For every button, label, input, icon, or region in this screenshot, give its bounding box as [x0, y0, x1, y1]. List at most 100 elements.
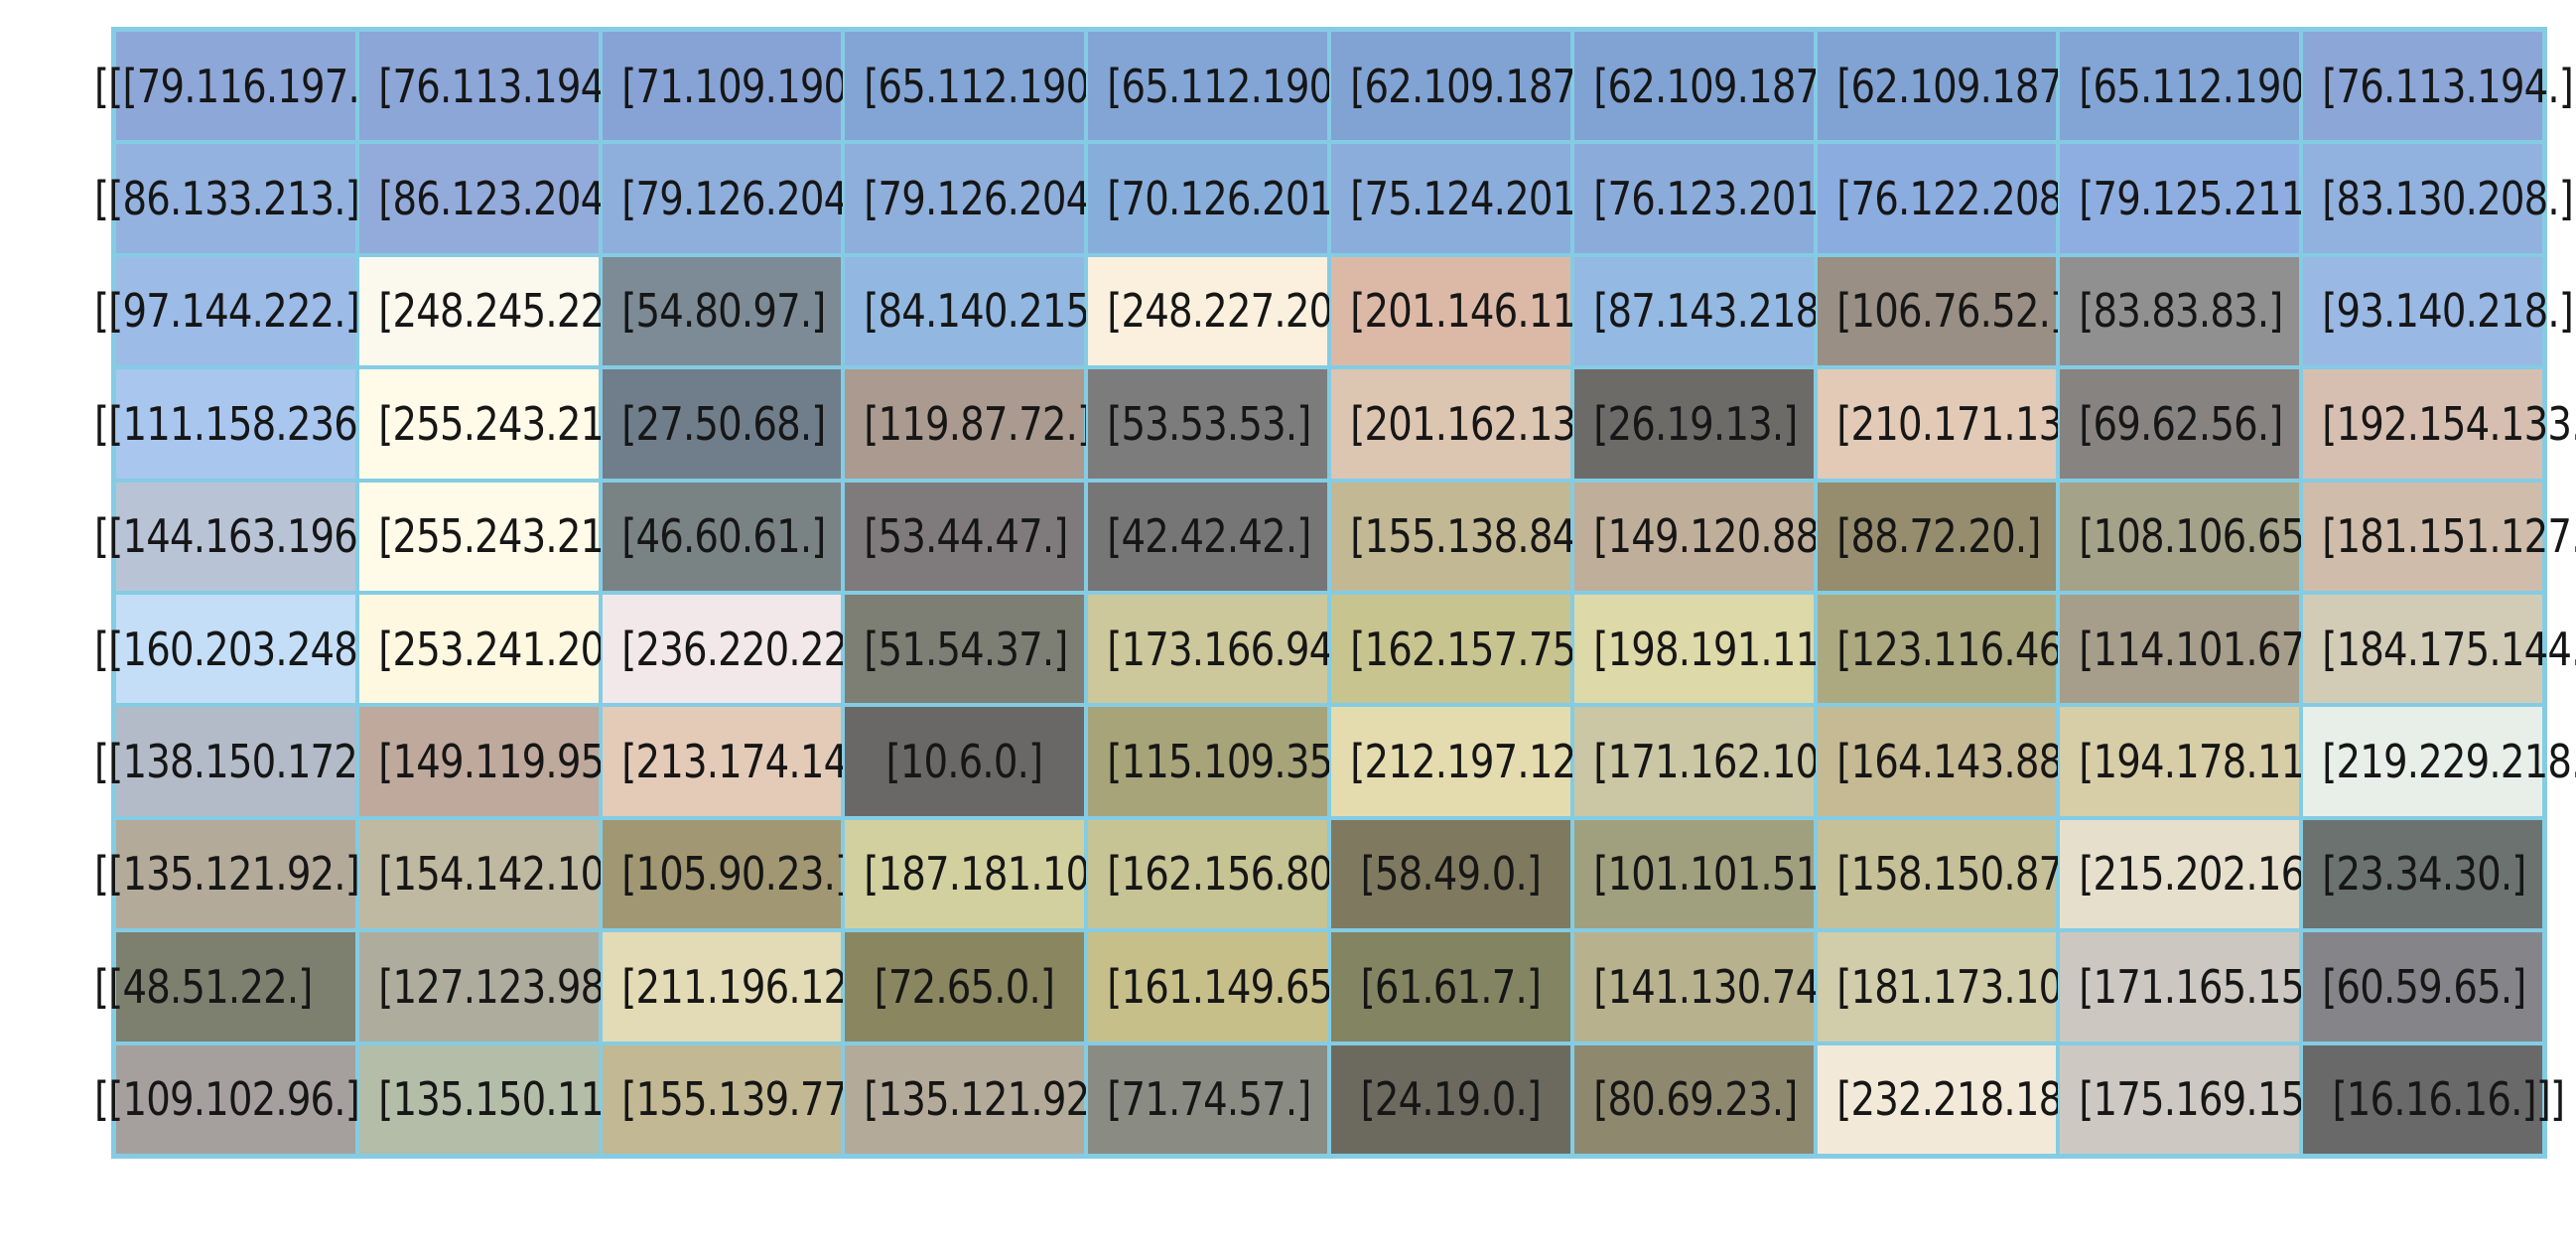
matrix-cell: [79.126.204.] [600, 142, 873, 255]
matrix-cell: [255.243.214.] [356, 480, 653, 593]
cell-value: [101.101.51.] [1593, 847, 1845, 902]
cell-value: [114.101.67.] [2079, 622, 2332, 676]
cell-value: [106.76.52.] [1835, 284, 2065, 339]
matrix-cell: [158.150.87.] [1815, 817, 2088, 931]
cell-value: [46.60.61.] [620, 509, 826, 564]
cell-value: [141.130.74.] [1593, 959, 1845, 1014]
matrix-cell: [135.150.119.] [356, 1042, 653, 1156]
cell-value: [80.69.23.] [1593, 1072, 1798, 1127]
cell-value: [83.130.208.] [2322, 172, 2574, 226]
matrix-cell: [[86.133.213.] [94, 142, 360, 255]
matrix-cell: [65.112.190.] [1086, 30, 1359, 143]
matrix-cell: [62.109.187.] [1571, 30, 1845, 143]
cell-value: [149.119.95.] [378, 735, 630, 789]
cell-value: [171.162.105.] [1593, 735, 1868, 789]
matrix-cell: [27.50.68.] [600, 367, 844, 481]
matrix-cell: [155.139.77.] [600, 1042, 874, 1156]
matrix-cell: [[135.121.92.] [94, 817, 360, 931]
matrix-cell: [253.241.203.] [356, 593, 653, 706]
cell-value: [248.245.226.] [378, 284, 653, 339]
cell-value: [135.150.119.] [378, 1072, 653, 1127]
cell-value: [181.173.108.] [1835, 959, 2111, 1014]
cell-value: [171.165.151.] [2079, 959, 2355, 1014]
cell-value: [65.112.190.] [2079, 59, 2332, 113]
cell-value: [84.140.215.] [864, 284, 1117, 339]
matrix-cell: [61.61.7.] [1329, 930, 1572, 1043]
matrix-cell: [219.229.218.] [2301, 705, 2576, 818]
cell-value: [[48.51.22.] [94, 959, 313, 1014]
matrix-cell: [141.130.74.] [1571, 930, 1845, 1043]
matrix-cell: [42.42.42.] [1086, 480, 1329, 593]
matrix-cell: [232.218.189.] [1815, 1042, 2111, 1156]
cell-value: [184.175.144.] [2322, 622, 2576, 676]
matrix-cell: [76.122.208.] [1815, 142, 2089, 255]
matrix-cell: [[48.51.22.] [94, 930, 357, 1043]
cell-value: [155.139.77.] [620, 1072, 874, 1127]
cell-value: [76.123.201.] [1593, 172, 1845, 226]
cell-value: [65.112.190.] [1107, 59, 1359, 113]
matrix-cell: [87.143.218.] [1571, 254, 1845, 368]
cell-value: [53.44.47.] [864, 509, 1069, 564]
cell-value: [198.191.119.] [1593, 622, 1868, 676]
cell-value: [255.243.214.] [378, 509, 653, 564]
matrix-cell: [62.109.187.] [1815, 30, 2088, 143]
matrix-cell: [[160.203.248.] [94, 593, 384, 706]
cell-value: [87.143.218.] [1593, 284, 1845, 339]
matrix-cell: [173.166.94.] [1086, 593, 1359, 706]
cell-value: [154.142.104.] [378, 847, 653, 902]
cell-value: [79.125.211.] [2079, 172, 2332, 226]
matrix-cell: [54.80.97.] [600, 254, 844, 368]
matrix-cell: [71.109.190.] [600, 30, 873, 143]
cell-value: [53.53.53.] [1107, 396, 1311, 451]
cell-value: [201.146.115.] [1350, 284, 1625, 339]
cell-value: [215.202.168.] [2079, 847, 2355, 902]
cell-value: [192.154.133.] [2322, 396, 2576, 451]
cell-value: [42.42.42.] [1107, 509, 1311, 564]
cell-value: [60.59.65.] [2322, 959, 2526, 1014]
matrix-cell: [24.19.0.] [1329, 1042, 1572, 1156]
matrix-cell: [75.124.201.] [1329, 142, 1602, 255]
matrix-cell: [10.6.0.] [843, 705, 1087, 818]
cell-value: [127.123.98.] [378, 959, 630, 1014]
cell-value: [[109.102.96.] [94, 1072, 360, 1127]
matrix-cell: [194.178.119.] [2058, 705, 2355, 818]
cell-value: [76.122.208.] [1835, 172, 2089, 226]
matrix-cell: [62.109.187.] [1329, 30, 1602, 143]
cell-value: [211.196.129.] [620, 959, 896, 1014]
matrix-cell: [83.130.208.] [2301, 142, 2574, 255]
matrix-cell: [76.113.194.] [2301, 30, 2574, 143]
cell-value: [164.143.88.] [1835, 735, 2089, 789]
cell-value: [76.113.194.] [378, 59, 630, 113]
cell-value: [65.112.190.] [864, 59, 1117, 113]
cell-value: [16.16.16.]]] [2332, 1072, 2565, 1127]
matrix-cell: [76.123.201.] [1571, 142, 1845, 255]
matrix-cell: [65.112.190.] [2058, 30, 2332, 143]
matrix-cell: [248.245.226.] [356, 254, 653, 368]
cell-value: [155.138.84.] [1350, 509, 1602, 564]
matrix-cell: [71.74.57.] [1086, 1042, 1329, 1156]
cell-value: [51.54.37.] [864, 622, 1069, 676]
cell-value: [[144.163.196.] [94, 509, 384, 564]
cell-value: [173.166.94.] [1107, 622, 1359, 676]
matrix-cell: [[109.102.96.] [94, 1042, 360, 1156]
cell-value: [[138.150.172.] [94, 735, 384, 789]
cell-value: [187.181.103.] [864, 847, 1140, 902]
matrix-cell: [70.126.201.] [1086, 142, 1359, 255]
cell-value: [10.6.0.] [885, 735, 1044, 789]
cell-value: [27.50.68.] [620, 396, 826, 451]
color-matrix-grid: [[[79.116.197.] [76.113.194.] [71.109.190.… [94, 27, 2576, 1159]
matrix-cell: [114.101.67.] [2058, 593, 2332, 706]
cell-value: [76.113.194.] [2322, 59, 2574, 113]
matrix-cell: [86.123.204.] [356, 142, 630, 255]
cell-value: [71.74.57.] [1107, 1072, 1311, 1127]
matrix-cell: [162.157.75.] [1329, 593, 1602, 706]
cell-value: [62.109.187.] [1593, 59, 1845, 113]
cell-value: [[135.121.92.] [94, 847, 360, 902]
matrix-cell: [255.243.214.] [356, 367, 653, 481]
cell-value: [212.197.128.] [1350, 735, 1625, 789]
matrix-cell: [79.125.211.] [2058, 142, 2332, 255]
cell-value: [93.140.218.] [2322, 284, 2574, 339]
matrix-cell: [[[79.116.197.] [94, 30, 374, 143]
cell-value: [[160.203.248.] [94, 622, 384, 676]
matrix-cell: [84.140.215.] [843, 254, 1117, 368]
